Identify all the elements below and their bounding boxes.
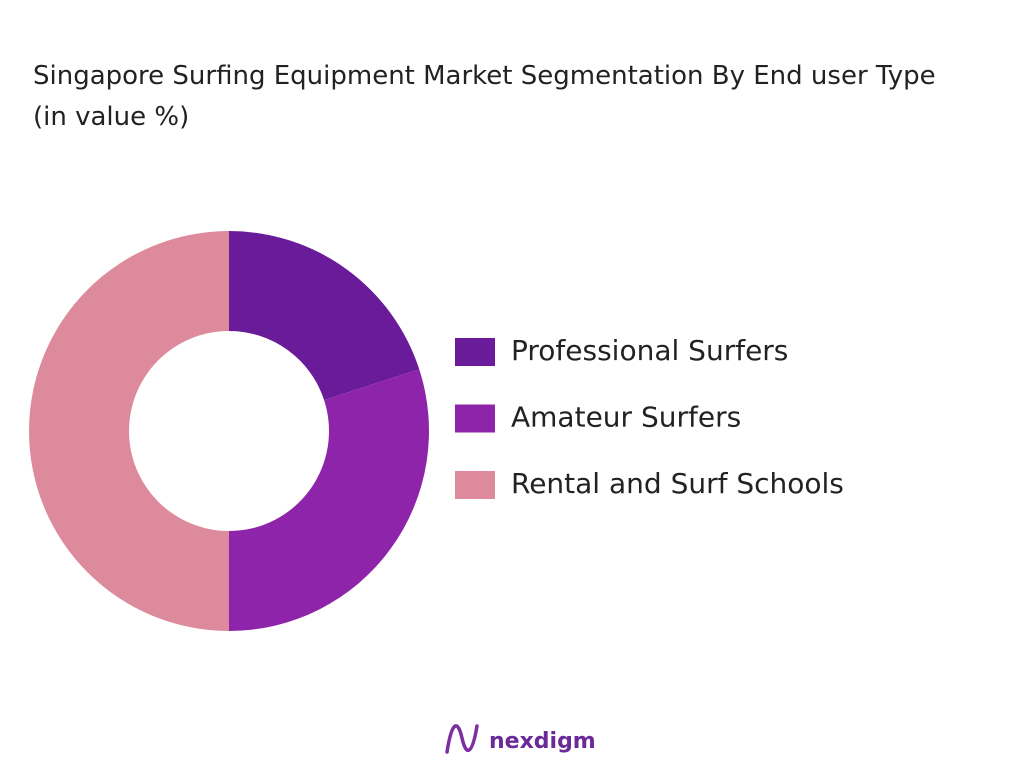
donut-slice: [229, 369, 430, 631]
donut-slice: [229, 231, 420, 401]
legend-swatch: [455, 404, 495, 433]
logo: nexdigm: [445, 724, 596, 754]
chart-title: Singapore Surfing Equipment Market Segme…: [33, 61, 936, 132]
legend-label: Professional Surfers: [511, 334, 788, 367]
legend-label: Amateur Surfers: [511, 401, 741, 434]
legend-label: Rental and Surf Schools: [511, 467, 844, 500]
donut-slice: [29, 231, 229, 631]
legend-swatch: [455, 471, 495, 499]
logo-text: nexdigm: [489, 729, 596, 754]
logo-icon: [445, 724, 479, 754]
legend-swatch: [455, 338, 495, 366]
